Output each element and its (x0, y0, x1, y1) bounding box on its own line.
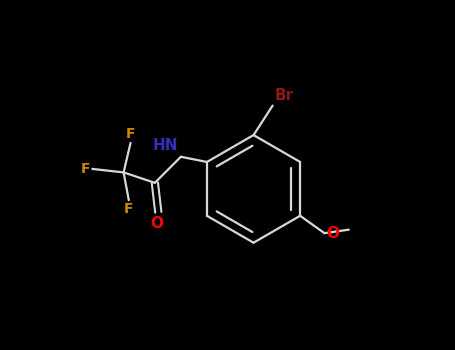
Text: F: F (81, 162, 91, 176)
Text: F: F (124, 202, 134, 216)
Text: F: F (126, 127, 135, 141)
Text: O: O (326, 226, 339, 242)
Text: O: O (150, 216, 163, 231)
Text: HN: HN (152, 138, 178, 153)
Text: Br: Br (274, 88, 293, 103)
